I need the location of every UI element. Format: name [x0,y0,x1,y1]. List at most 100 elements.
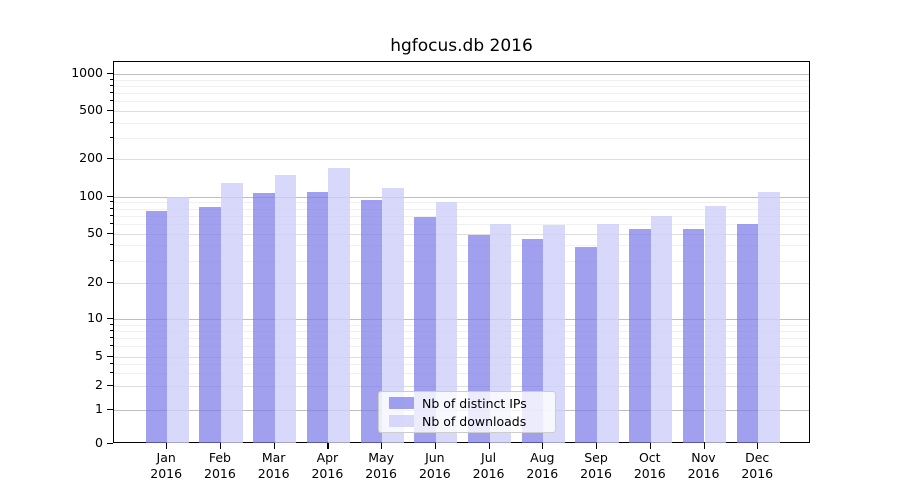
y-minor-tick [110,337,113,339]
y-tick-label: 10 [87,310,103,326]
legend-swatch-ips [389,397,414,409]
x-tick [273,443,275,449]
bar-downloads-feb [220,182,243,443]
y-minor-tick [110,78,113,80]
y-tick-label: 100 [79,187,103,203]
x-tick [703,443,705,449]
bar-downloads-mar [274,175,297,443]
minor-gridline [114,86,809,88]
y-tick-label: 2 [95,377,103,392]
bar-downloads-dec [758,191,780,443]
chart-title: hgfocus.db 2016 [390,36,533,56]
gridline [114,357,809,358]
y-minor-tick [110,345,113,347]
x-tick [757,443,759,449]
y-tick [107,158,113,160]
legend: Nb of distinct IPs Nb of downloads [378,391,556,433]
y-tick [107,443,113,445]
y-tick-label: 50 [87,225,103,241]
y-minor-tick [110,201,113,203]
x-tick-label: Mar 2016 [257,450,290,481]
bar-ips-nov [682,229,705,443]
legend-item-downloads: Nb of downloads [379,414,555,429]
y-tick [107,318,113,320]
x-tick-label: Sep 2016 [580,450,612,481]
y-minor-tick [110,222,113,224]
bar-ips-jan [145,211,168,443]
y-tick [107,73,113,75]
bar-downloads-jan [167,196,189,443]
x-tick-label: Jul 2016 [472,450,505,481]
minor-gridline [114,79,809,81]
x-tick [488,443,490,449]
y-minor-tick [110,259,113,261]
x-tick-label: Aug 2016 [526,450,559,481]
x-tick-label: Nov 2016 [687,450,720,481]
plot-area [113,61,810,443]
y-minor-tick [110,214,113,216]
minor-gridline [114,245,809,247]
minor-gridline [114,260,809,262]
bar-downloads-jul [489,223,512,443]
minor-gridline [114,373,809,375]
x-tick [381,443,383,449]
minor-gridline [114,364,809,366]
legend-label-downloads: Nb of downloads [422,413,527,429]
bar-ips-dec [736,223,759,443]
bar-downloads-jun [435,202,458,443]
bar-ips-jun [414,217,436,443]
x-tick [434,443,437,449]
x-tick-label: Jan 2016 [150,450,183,481]
y-tick [107,385,113,387]
y-minor-tick [110,244,113,246]
y-tick-label: 5 [95,348,103,363]
y-minor-tick [110,323,113,325]
y-tick [107,408,113,410]
gridline [114,282,809,284]
bar-downloads-may [382,187,404,443]
minor-gridline [114,138,809,140]
minor-gridline [114,346,809,348]
y-tick [107,281,113,283]
y-tick-label: 1000 [71,65,103,81]
minor-gridline [114,122,809,124]
minor-gridline [114,324,809,326]
y-tick [107,356,113,358]
y-minor-tick [110,137,113,139]
y-minor-tick [110,85,113,87]
x-tick-label: Feb 2016 [204,450,236,481]
y-minor-tick [110,363,113,365]
y-tick-label: 20 [87,273,103,289]
x-tick [542,443,544,449]
x-tick [649,443,651,449]
legend-item-distinct-ips: Nb of distinct IPs [379,396,555,411]
y-tick-label: 200 [79,150,103,166]
y-minor-tick [110,92,113,94]
x-tick-label: May 2016 [365,450,398,481]
major-gridline [114,319,809,321]
gridline [114,234,809,236]
y-tick-label: 1 [95,400,103,416]
bar-downloads-nov [704,205,727,443]
minor-gridline [114,215,809,217]
minor-gridline [114,202,809,204]
bar-downloads-apr [328,168,350,443]
y-tick-label: 500 [79,102,103,117]
y-tick-label: 0 [95,435,103,450]
x-tick-label: Oct 2016 [633,450,666,481]
x-tick [596,443,598,449]
minor-gridline [114,223,809,225]
minor-gridline [114,338,809,340]
bar-ips-oct [629,228,651,443]
x-tick-label: Apr 2016 [311,450,344,481]
minor-gridline [114,101,809,103]
x-tick-label: Jun 2016 [418,450,451,481]
bar-ips-apr [306,191,329,443]
y-minor-tick [110,121,113,123]
bar-ips-mar [253,193,275,443]
minor-gridline [114,208,809,210]
x-tick [327,443,329,449]
minor-gridline [114,93,809,95]
bar-ips-sep [575,246,598,443]
y-minor-tick [110,100,113,102]
